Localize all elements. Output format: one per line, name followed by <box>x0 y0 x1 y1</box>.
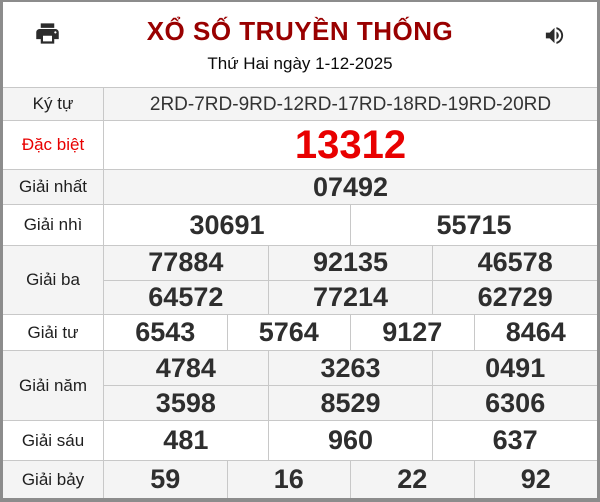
result-number: 77214 <box>267 280 433 314</box>
result-number: 9127 <box>350 315 474 350</box>
prize-label: Giải nhì <box>3 205 104 245</box>
result-number: 46578 <box>432 246 597 280</box>
result-number: 92 <box>473 461 598 498</box>
draw-date: Thứ Hai ngày 1-12-2025 <box>207 54 393 73</box>
prize-label: Giải ba <box>3 246 104 314</box>
printer-icon <box>34 23 61 50</box>
result-number-special: 13312 <box>294 123 407 167</box>
result-number: 55715 <box>350 205 597 245</box>
table-row-giai-nam: Giải năm 4784 3263 0491 3598 8529 6306 <box>3 350 597 420</box>
result-number: 3598 <box>155 387 216 418</box>
result-number: 8529 <box>267 386 433 420</box>
result-number: 960 <box>267 421 433 460</box>
result-number: 59 <box>150 464 181 494</box>
result-number: 92135 <box>267 246 433 280</box>
page-title: XỔ SỐ TRUYỀN THỐNG <box>146 16 454 46</box>
result-number: 30691 <box>189 209 265 240</box>
result-number: 637 <box>432 421 597 460</box>
table-row-giai-bay: Giải bảy 59 16 22 92 <box>3 460 597 498</box>
prize-label: Giải tư <box>3 315 104 350</box>
prize-label: Ký tự <box>3 88 104 120</box>
table-row-giai-nhi: Giải nhì 30691 55715 <box>3 204 597 245</box>
prize-label: Giải năm <box>3 351 104 420</box>
result-number: 77884 <box>148 247 224 278</box>
table-row-giai-sau: Giải sáu 481 960 637 <box>3 420 597 460</box>
result-number: 8464 <box>473 315 598 350</box>
speaker-icon <box>543 27 566 50</box>
result-number: 3263 <box>267 351 433 385</box>
table-row-ky-tu: Ký tự 2RD-7RD-9RD-12RD-17RD-18RD-19RD-20… <box>3 87 597 120</box>
result-number: 64572 <box>148 281 224 312</box>
prize-label: Giải nhất <box>3 170 104 204</box>
sound-button[interactable] <box>543 24 566 47</box>
result-number: 481 <box>163 425 209 455</box>
result-number: 0491 <box>432 351 597 385</box>
prize-label: Giải sáu <box>3 421 104 460</box>
result-number: 6306 <box>432 386 597 420</box>
result-number: 22 <box>350 461 474 498</box>
prize-label: Đặc biệt <box>3 121 104 169</box>
prize-label: Giải bảy <box>3 461 104 498</box>
result-number: 62729 <box>432 280 597 314</box>
table-row-giai-nhat: Giải nhất 07492 <box>3 169 597 204</box>
header: XỔ SỐ TRUYỀN THỐNG Thứ Hai ngày 1-12-202… <box>3 2 597 87</box>
table-row-giai-ba: Giải ba 77884 92135 46578 64572 77214 62… <box>3 245 597 314</box>
result-number: 16 <box>226 461 351 498</box>
result-number: 2RD-7RD-9RD-12RD-17RD-18RD-19RD-20RD <box>149 93 552 115</box>
result-number: 5764 <box>226 315 351 350</box>
table-row-dac-biet: Đặc biệt 13312 <box>3 120 597 169</box>
result-number: 07492 <box>312 171 389 202</box>
print-button[interactable] <box>34 20 61 47</box>
result-number: 6543 <box>135 317 196 347</box>
table-row-giai-tu: Giải tư 6543 5764 9127 8464 <box>3 314 597 350</box>
results-table: Ký tự 2RD-7RD-9RD-12RD-17RD-18RD-19RD-20… <box>3 87 597 498</box>
result-number: 4784 <box>155 352 216 383</box>
